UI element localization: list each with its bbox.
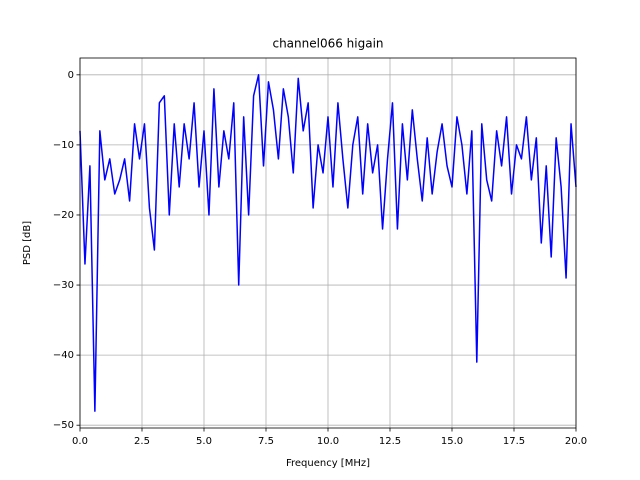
y-tick-label: −30 <box>53 280 74 291</box>
x-tick-label: 10.0 <box>317 436 339 447</box>
y-axis-label: PSD [dB] <box>22 221 33 265</box>
data-line <box>79 74 577 412</box>
x-tick-label: 12.5 <box>379 436 401 447</box>
y-tick-label: −10 <box>53 140 74 151</box>
x-tick-label: 20.0 <box>565 436 587 447</box>
x-tick-label: 0.0 <box>72 436 88 447</box>
x-tick-label: 15.0 <box>441 436 463 447</box>
x-tick-label: 17.5 <box>503 436 525 447</box>
y-tick-label: 0 <box>68 70 74 81</box>
plot-frame <box>79 57 577 429</box>
x-axis-label: Frequency [MHz] <box>286 458 370 469</box>
x-tick-label: 2.5 <box>134 436 150 447</box>
y-tick-label: −50 <box>53 420 74 431</box>
y-tick-label: −20 <box>53 210 74 221</box>
x-tick-label: 7.5 <box>258 436 274 447</box>
chart-title: channel066 higain <box>272 37 383 51</box>
y-tick-label: −40 <box>53 350 74 361</box>
x-tick-label: 5.0 <box>196 436 212 447</box>
